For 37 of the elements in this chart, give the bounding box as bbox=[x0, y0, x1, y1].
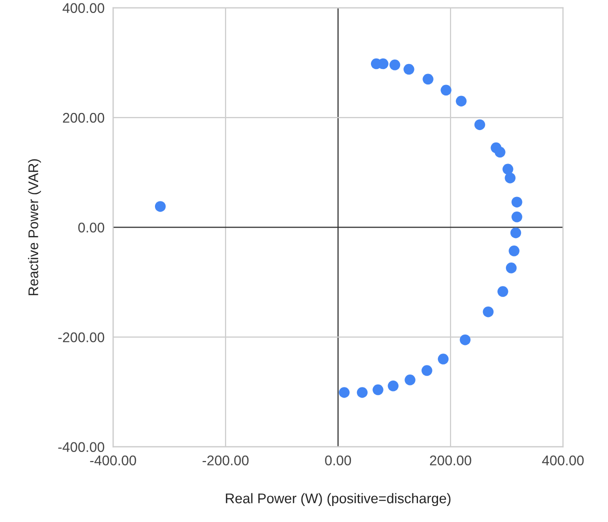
point bbox=[474, 119, 486, 130]
point bbox=[389, 60, 400, 70]
point bbox=[504, 172, 516, 184]
x-tick-label: -400.00 bbox=[90, 456, 136, 466]
point bbox=[512, 212, 522, 222]
point bbox=[482, 306, 494, 318]
y-tick-label: 400.00 bbox=[62, 3, 104, 13]
point bbox=[356, 387, 368, 398]
x-tick-label: -200.00 bbox=[202, 456, 249, 466]
point bbox=[512, 196, 522, 208]
point bbox=[494, 146, 506, 158]
point bbox=[502, 164, 514, 175]
point bbox=[460, 334, 471, 346]
point bbox=[422, 365, 432, 376]
point bbox=[404, 374, 416, 386]
x-tick-label: 400.00 bbox=[542, 456, 584, 466]
point bbox=[154, 201, 166, 212]
y-tick-label: -200.00 bbox=[58, 332, 104, 342]
point bbox=[508, 246, 520, 256]
point bbox=[422, 74, 434, 85]
point bbox=[404, 64, 414, 75]
point bbox=[440, 84, 452, 96]
point bbox=[456, 96, 467, 106]
point bbox=[338, 387, 350, 398]
y-axis-title: Reactive Power (VAR) bbox=[28, 159, 41, 296]
x-tick-label: 0.00 bbox=[325, 456, 352, 466]
point bbox=[510, 227, 522, 238]
point bbox=[388, 380, 399, 392]
y-tick-label: -400.00 bbox=[58, 442, 104, 452]
x-tick-label: 200.00 bbox=[430, 456, 472, 466]
point bbox=[506, 262, 517, 274]
point bbox=[497, 286, 508, 297]
point bbox=[438, 354, 449, 364]
y-tick-label: 200.00 bbox=[62, 112, 104, 123]
x-axis-title: Real Power (W) (positive=discharge) bbox=[226, 493, 450, 506]
point bbox=[372, 384, 384, 396]
y-tick-label: 0.00 bbox=[78, 222, 104, 232]
